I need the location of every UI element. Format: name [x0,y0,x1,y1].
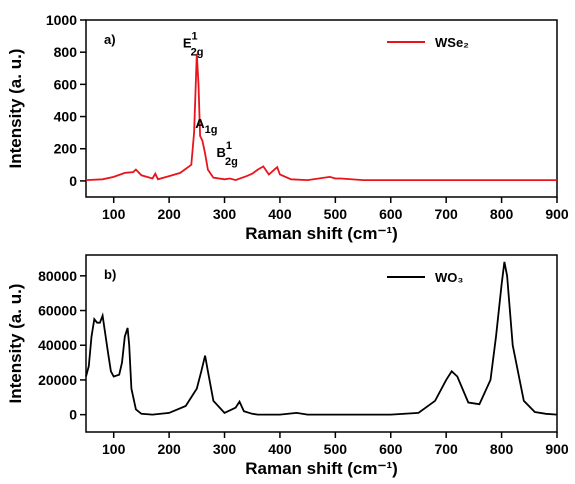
x-tick-label: 500 [324,206,348,222]
x-tick-label: 100 [102,441,126,457]
y-axis-label: Intensity (a. u.) [6,284,25,404]
annotation-text: A [195,116,205,131]
x-tick-label: 800 [490,206,514,222]
y-tick-label: 1000 [46,12,77,28]
panel-label: a) [104,32,116,47]
x-tick-label: 800 [490,441,514,457]
annotation-text: E [183,35,192,50]
annotation: E1 2g [183,30,204,58]
y-tick-label: 400 [54,109,78,125]
x-tick-label: 200 [157,441,181,457]
y-tick-label: 60000 [38,303,77,319]
x-tick-label: 400 [268,441,292,457]
x-axis-label: Raman shift (cm⁻¹) [245,459,398,478]
y-tick-label: 20000 [38,372,77,388]
annotation-sub: 2g [191,46,204,58]
x-tick-label: 900 [545,206,569,222]
annotation: B1 2g [217,140,238,168]
legend-label: WO₃ [435,270,463,285]
x-tick-label: 400 [268,206,292,222]
series-line [85,53,557,182]
x-tick-label: 600 [379,206,403,222]
plot-frame [85,19,558,198]
x-tick-label: 500 [324,441,348,457]
y-tick-label: 0 [69,407,77,423]
legend-label: WSe₂ [435,35,469,50]
annotation-text: B [217,145,226,160]
annotation-sup: 1 [191,30,197,42]
y-tick-label: 600 [54,76,78,92]
x-tick-label: 200 [157,206,181,222]
plot-frame [85,254,558,433]
series-line [85,261,558,416]
x-tick-label: 300 [213,206,237,222]
annotation-sup: 1 [226,140,232,152]
x-axis-label: Raman shift (cm⁻¹) [245,224,398,243]
y-tick-label: 0 [69,173,77,189]
y-tick-label: 200 [54,141,78,157]
annotation: A1g [195,116,217,136]
x-tick-label: 900 [545,441,569,457]
y-tick-label: 40000 [38,337,77,353]
annotation-sub: 1g [205,124,218,136]
y-axis-label: Intensity (a. u.) [6,49,25,169]
x-tick-label: 700 [434,206,458,222]
x-tick-label: 300 [213,441,237,457]
y-tick-label: 800 [54,44,78,60]
x-tick-label: 600 [379,441,403,457]
x-tick-label: 100 [102,206,126,222]
annotation-sub: 2g [225,156,238,168]
x-tick-label: 700 [434,441,458,457]
y-tick-label: 80000 [38,268,77,284]
panel-label: b) [104,267,116,282]
